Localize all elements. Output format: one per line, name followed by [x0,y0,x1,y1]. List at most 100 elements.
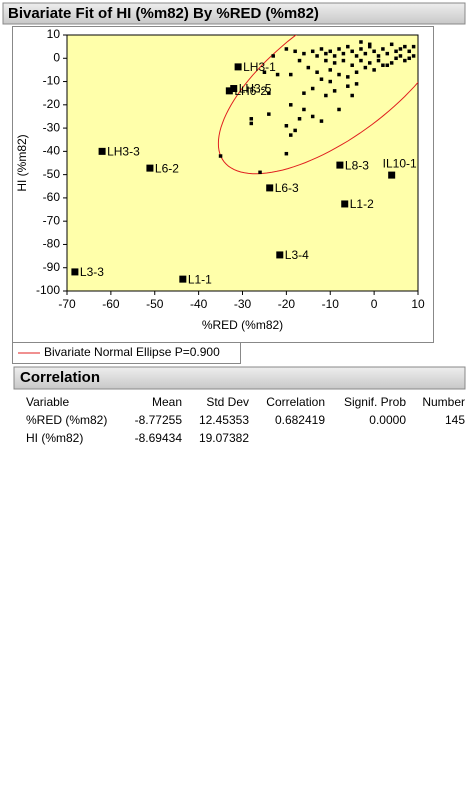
point [315,70,319,74]
point-label: L6-3 [275,181,299,195]
table-header: Signif. Prob [344,395,406,409]
point [249,117,254,121]
section-title: Correlation [20,369,100,386]
x-tick-label: -20 [278,297,296,311]
point [403,58,407,63]
point [341,51,346,56]
ellipse [217,35,418,175]
point-label: LH3-5 [239,82,272,96]
point [372,68,376,72]
point-label: LH6-2 [234,84,267,98]
point [98,147,106,155]
point [225,87,233,95]
point [411,44,416,49]
point [337,107,341,112]
point [359,47,363,51]
x-tick-label: -10 [322,297,340,311]
point [367,61,372,65]
table-cell: 0.682419 [275,413,325,427]
point [284,124,289,128]
report-title: Bivariate Fit of HI (%m82) By %RED (%m82… [8,5,319,22]
point [363,51,368,56]
point [284,151,289,156]
table-header: Mean [152,395,182,409]
x-axis-label: %RED (%m82) [202,318,283,332]
y-tick-label: -80 [43,237,61,251]
table-cell: -8.69434 [135,431,183,445]
legend-label: Bivariate Normal Ellipse P=0.900 [44,345,220,359]
table-cell: %RED (%m82) [26,413,107,427]
point [319,77,324,81]
table-header: Number [422,395,465,409]
point [372,49,376,54]
point [346,75,350,79]
point [332,89,337,93]
point [289,133,293,137]
point [389,61,394,65]
point [388,171,396,179]
point [271,54,275,58]
point [146,164,154,172]
x-tick-label: -50 [146,297,164,311]
point [289,103,293,107]
point-label: LH3-3 [107,145,140,159]
point [302,107,306,112]
point [354,70,359,74]
point [297,117,302,121]
point [411,54,416,58]
point [230,85,238,93]
point [302,91,306,95]
x-tick-label: 10 [411,297,425,311]
point [310,86,315,91]
point [319,119,324,123]
point [346,44,350,49]
point [350,49,354,54]
point [284,47,289,51]
point [179,275,187,283]
point [367,42,372,47]
y-tick-label: -60 [43,190,61,204]
point-label: L8-3 [345,158,369,172]
point [266,184,274,192]
point [403,44,407,49]
point [332,54,337,58]
point [315,54,319,58]
title-bar [2,2,466,25]
point [337,72,341,77]
point [267,91,271,95]
point [234,63,242,71]
point [258,170,262,175]
point [354,54,359,58]
point [398,54,403,58]
point [306,65,311,70]
point-label: L6-2 [155,161,179,175]
x-tick-label: 0 [371,297,378,311]
table-cell: 19.07382 [199,431,249,445]
x-tick-label: -60 [102,297,120,311]
point [275,72,280,77]
y-tick-label: -90 [43,260,61,274]
point [336,161,344,169]
y-axis-label: HI (%m82) [15,134,29,191]
point [328,68,332,72]
point [359,58,363,63]
y-tick-label: -30 [43,120,61,134]
point [376,54,381,58]
point [376,58,381,63]
y-tick-label: 0 [53,50,60,64]
point [385,63,390,68]
table-cell: 12.45353 [199,413,249,427]
table-cell: -8.77255 [135,413,183,427]
point [302,51,306,56]
point [293,49,297,54]
point-label: L1-2 [350,197,374,211]
y-tick-label: -10 [43,74,61,88]
y-tick-label: 10 [47,27,61,41]
point-label: IL10-1 [383,156,417,170]
section-bar [13,366,466,390]
point [359,40,363,44]
point [385,51,390,56]
point [363,65,368,70]
